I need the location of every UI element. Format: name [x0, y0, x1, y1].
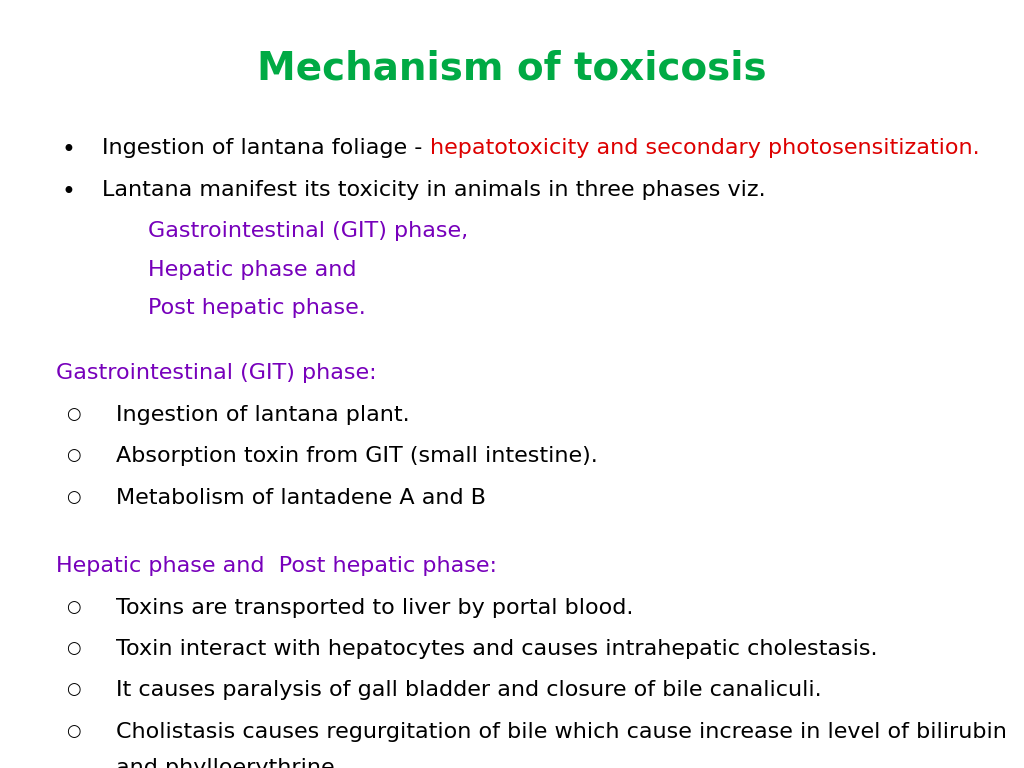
Text: Post hepatic phase.: Post hepatic phase. — [148, 298, 367, 318]
Text: Metabolism of lantadene A and B: Metabolism of lantadene A and B — [116, 488, 485, 508]
Text: Mechanism of toxicosis: Mechanism of toxicosis — [257, 50, 767, 88]
Text: ○: ○ — [67, 680, 81, 698]
Text: •: • — [61, 180, 76, 204]
Text: ○: ○ — [67, 598, 81, 615]
Text: and phylloerythrine.: and phylloerythrine. — [116, 759, 341, 768]
Text: ○: ○ — [67, 639, 81, 657]
Text: Ingestion of lantana foliage -: Ingestion of lantana foliage - — [102, 138, 430, 158]
Text: Hepatic phase and: Hepatic phase and — [148, 260, 357, 280]
Text: Ingestion of lantana plant.: Ingestion of lantana plant. — [116, 405, 410, 425]
Text: Lantana manifest its toxicity in animals in three phases viz.: Lantana manifest its toxicity in animals… — [102, 180, 766, 200]
Text: hepatotoxicity and secondary photosensitization.: hepatotoxicity and secondary photosensit… — [430, 138, 980, 158]
Text: Gastrointestinal (GIT) phase,: Gastrointestinal (GIT) phase, — [148, 221, 469, 241]
Text: Gastrointestinal (GIT) phase:: Gastrointestinal (GIT) phase: — [56, 363, 377, 383]
Text: ○: ○ — [67, 405, 81, 422]
Text: ○: ○ — [67, 446, 81, 464]
Text: Hepatic phase and  Post hepatic phase:: Hepatic phase and Post hepatic phase: — [56, 556, 498, 576]
Text: Toxins are transported to liver by portal blood.: Toxins are transported to liver by porta… — [116, 598, 633, 617]
Text: •: • — [61, 138, 76, 162]
Text: ○: ○ — [67, 722, 81, 740]
Text: It causes paralysis of gall bladder and closure of bile canaliculi.: It causes paralysis of gall bladder and … — [116, 680, 821, 700]
Text: Toxin interact with hepatocytes and causes intrahepatic cholestasis.: Toxin interact with hepatocytes and caus… — [116, 639, 878, 659]
Text: Cholistasis causes regurgitation of bile which cause increase in level of biliru: Cholistasis causes regurgitation of bile… — [116, 722, 1007, 742]
Text: ○: ○ — [67, 488, 81, 505]
Text: Absorption toxin from GIT (small intestine).: Absorption toxin from GIT (small intesti… — [116, 446, 597, 466]
